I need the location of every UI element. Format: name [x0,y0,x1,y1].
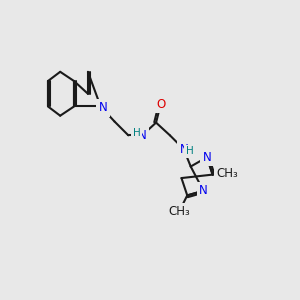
Text: N: N [138,129,147,142]
Text: CH₃: CH₃ [168,205,190,218]
Text: H: H [133,128,140,138]
Text: CH₃: CH₃ [217,167,239,180]
Text: H: H [186,146,194,156]
Text: N: N [202,151,211,164]
Text: N: N [199,184,208,197]
Text: N: N [99,101,107,114]
Text: O: O [156,98,165,111]
Text: N: N [179,143,188,156]
